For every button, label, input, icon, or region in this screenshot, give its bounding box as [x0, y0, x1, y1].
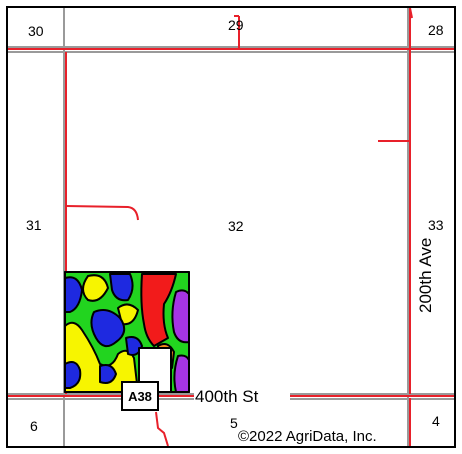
section-29: 29 [228, 17, 244, 33]
section-30: 30 [28, 23, 44, 39]
road-label-200th-ave: 200th Ave [416, 238, 435, 313]
section-33: 33 [428, 217, 444, 233]
map-canvas[interactable]: 400th St 200th Ave A38 30 29 28 31 32 33… [8, 8, 454, 446]
map-frame: 400th St 200th Ave A38 30 29 28 31 32 33… [6, 6, 456, 448]
section-32: 32 [228, 218, 244, 234]
section-4: 4 [432, 413, 440, 429]
section-5: 5 [230, 415, 238, 431]
highway-shield-label: A38 [128, 389, 152, 404]
soil-map-parcel[interactable] [64, 271, 190, 393]
road-a38-south [155, 411, 169, 446]
section-labels: 30 29 28 31 32 33 6 5 4 [26, 17, 444, 434]
section-31: 31 [26, 217, 42, 233]
road-label-400th-st: 400th St [195, 387, 259, 406]
section-6: 6 [30, 418, 38, 434]
road-spur-west [65, 205, 139, 221]
section-28: 28 [428, 22, 444, 38]
copyright-text: ©2022 AgriData, Inc. [238, 428, 377, 445]
highway-shield: A38 [121, 381, 159, 411]
road-labels: 400th St 200th Ave [194, 207, 435, 406]
